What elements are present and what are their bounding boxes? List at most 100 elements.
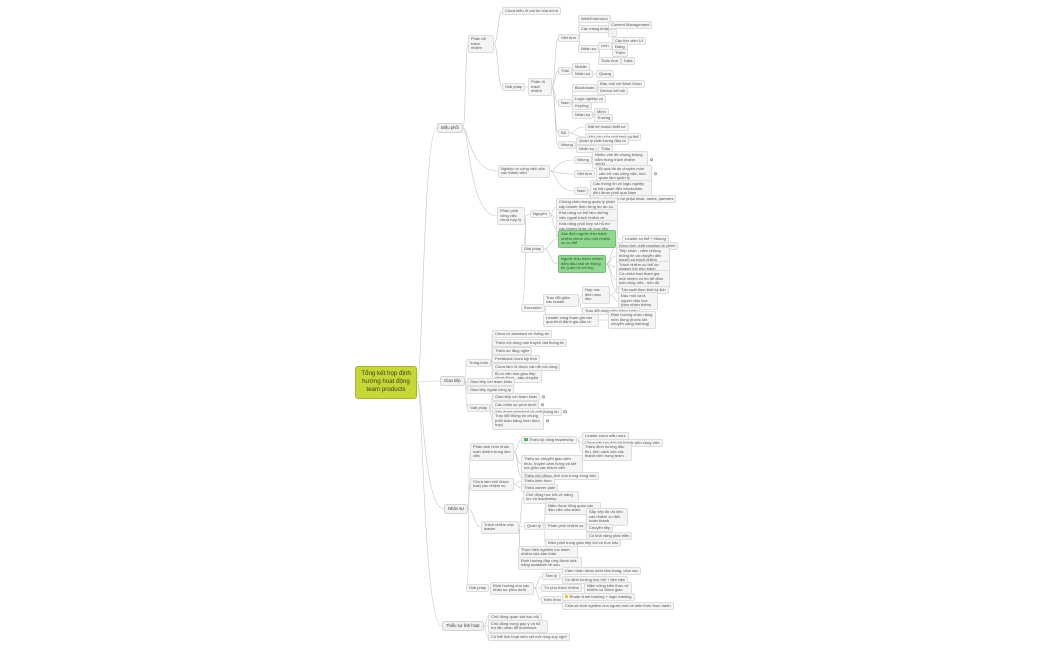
mindmap-node-n157[interactable]: Phân phối nhiệm vụ <box>545 521 587 531</box>
mindmap-node-n72[interactable]: Có nhiều bạn tham gia một nhiệm vụ thì đ… <box>616 270 670 289</box>
mindmap-node-n80[interactable]: Leader cùng tham gia vào quá trình đánh … <box>543 313 599 327</box>
mindmap-node-n33[interactable]: Device kết nối <box>597 86 629 96</box>
mindmap-node-n169[interactable]: Tự phụ trách nhiệm <box>541 583 582 593</box>
mindmap-node-b3[interactable]: Nhân sự <box>444 504 469 514</box>
mindmap-node-n100[interactable]: Giao tiếp với team khác <box>492 392 546 402</box>
mindmap-node-n76[interactable]: Họp xác định mục tiêu <box>582 286 610 305</box>
mindmap-node-n38[interactable]: Trường <box>594 113 614 123</box>
mindmap-node-n36[interactable]: Nhân sự <box>572 110 594 120</box>
node-label: Việt Anh <box>561 34 576 40</box>
mindmap-node-n44[interactable]: Nhân sự <box>576 144 598 154</box>
node-label: Phân rõ trách nhiệm <box>531 79 546 94</box>
mindmap-node-n97[interactable]: Giao tiếp với team khác <box>467 377 516 387</box>
mindmap-node-n78[interactable]: Đầu mối và là người chịu học (bàn nhiều … <box>618 292 658 311</box>
mindmap-node-n39[interactable]: BA <box>558 128 570 138</box>
mindmap-node-n11[interactable]: Chưa hiểu rõ vai trò của mình <box>502 6 561 16</box>
mindmap-node-n26[interactable]: Thái <box>558 66 572 76</box>
mindmap-node-n18[interactable]: ... <box>608 28 618 38</box>
mindmap-node-n16[interactable]: Các mảng khác <box>578 24 612 34</box>
mindmap-node-n29[interactable]: Quang <box>596 69 615 79</box>
mindmap-node-n42[interactable]: Nhung <box>558 140 576 150</box>
mindmap-node-n28[interactable]: Nhân sự <box>572 69 594 79</box>
mindmap-node-n167[interactable]: Cảm nhận được sớm tâm trạng, cảm xúc <box>562 566 642 576</box>
mindmap-node-n43[interactable]: Quản lý chất lượng đầu ra <box>576 136 629 146</box>
mindmap-node-n15[interactable]: Web/Extension <box>578 14 611 24</box>
mindmap-node-n13[interactable]: Phân rõ trách nhiệm <box>528 78 552 97</box>
mindmap-node-n51[interactable]: Nhung <box>574 155 592 165</box>
node-label: Giải pháp <box>470 404 488 410</box>
mindmap-node-n56[interactable]: Các thông tin về logic nghiệp vụ liên qu… <box>590 180 652 199</box>
node-label: Execution <box>524 304 542 310</box>
mindmap-node-n114[interactable]: Thiếu định hướng đặc thù, tính cách của … <box>582 443 632 462</box>
mindmap-node-n182[interactable]: Có thể linh hoạt xem xét mở rộng suy ngh… <box>488 632 570 642</box>
mindmap-node-n31[interactable]: Blockchain <box>572 83 598 93</box>
mindmap-node-n164[interactable]: Giải pháp <box>466 583 490 593</box>
mindmap-node-n14[interactable]: Việt Anh <box>558 33 579 43</box>
mindmap-node-n55[interactable]: Nam <box>574 186 589 196</box>
mindmap-node-n90[interactable]: Trung bình <box>466 358 492 368</box>
mindmap-node-n99[interactable]: Giải pháp <box>467 403 491 413</box>
mindmap-node-n118[interactable]: Thiếu chủ động, tích cực trong công việc <box>521 471 600 481</box>
link-icon <box>541 395 546 399</box>
mindmap-node-n181[interactable]: Chủ động trong góp ý và hỗ trợ lẫn nhau … <box>488 619 548 633</box>
mindmap-node-n171[interactable]: Kiến thức <box>541 595 565 605</box>
node-label: Mobile <box>575 63 587 69</box>
mindmap-node-n12[interactable]: Giải pháp <box>502 82 526 92</box>
mindmap-node-n24[interactable]: Tuấn Anh <box>598 56 621 66</box>
mindmap-node-n21[interactable]: Các thư viện UI <box>612 36 646 46</box>
mindmap-node-n65[interactable]: Giải pháp <box>521 244 545 254</box>
mindmap-node-n166[interactable]: Tâm lý <box>542 571 560 581</box>
mindmap-node-n68[interactable]: Người chịu trách nhiệm nắm đầu mối về th… <box>558 255 606 274</box>
mindmap-node-n35[interactable]: Keyring <box>572 101 592 111</box>
mindmap-node-n20[interactable]: Linh <box>598 41 612 51</box>
mindmap-node-n103[interactable]: Trao đổi thông tin chung (mỗi tuần bằng … <box>492 412 549 431</box>
mindmap-node-n153[interactable]: Trách nhiệm của leader <box>481 520 519 534</box>
mindmap-node-n53[interactable]: Việt Anh <box>574 169 595 179</box>
node-label: Có nhiều bạn tham gia một nhiệm vụ thì đ… <box>619 271 664 286</box>
mindmap-node-n94[interactable]: Feedback chưa kịp thời <box>492 354 540 364</box>
node-label: Nhung <box>577 156 589 162</box>
node-label: Leader cụ thể + Nhung <box>625 235 666 241</box>
mindmap-node-n10[interactable]: Phân bổ trách nhiệm <box>468 35 494 54</box>
mindmap-node-n98[interactable]: Giao tiếp ngoài công ty <box>467 385 514 395</box>
node-label: Tâm lý <box>545 572 557 578</box>
mindmap-node-b2[interactable]: Giao tiếp <box>440 376 465 386</box>
mindmap-node-n25[interactable]: Data <box>621 56 636 66</box>
mindmap-node-n60[interactable]: Phân phối công việc chưa hợp lý <box>497 207 525 226</box>
mindmap-node-n23[interactable]: Thiện <box>612 48 629 58</box>
mindmap-node-n110[interactable]: Phản ánh nhìn nhận toàn nhiệm trong làm … <box>470 443 514 462</box>
mindmap-node-n172[interactable]: Route chart training + logic training <box>562 592 635 602</box>
mindmap-node-n150[interactable]: Chưa làm chủ được toàn các nhiệm vụ <box>470 477 514 491</box>
mindmap-node-n74[interactable]: Execution <box>521 303 545 313</box>
node-label: Đặt kế hoạch thiết kế <box>588 123 626 129</box>
mindmap-node-n161[interactable]: Điều phối trong giao tiếp khi có trục tr… <box>545 538 622 548</box>
mindmap-node-n40[interactable]: Đặt kế hoạch thiết kế <box>585 122 629 132</box>
mindmap-node-n75[interactable]: Trao đổi giữa các leader <box>543 293 579 307</box>
node-label: Giải pháp <box>469 584 487 590</box>
mindmap-node-b4[interactable]: Thiếu sự linh hoạt <box>442 621 484 631</box>
mindmap-node-n50[interactable]: Nghiệp vụ công việc của các thành viên <box>498 164 550 178</box>
mindmap-node-n92[interactable]: Thiếu nội dung cần truyền đạt thông tin <box>492 338 568 348</box>
mindmap-node-n91[interactable]: Chưa có standard về thông tin <box>492 329 552 339</box>
mindmap-node-b1[interactable]: Điều phối <box>437 123 463 133</box>
mindmap-node-n111[interactable]: ✓ Thiếu kỹ năng leadership <box>521 435 577 445</box>
mindmap-node-n165[interactable]: Định hướng cho các nhân sự phía dưới <box>490 581 534 595</box>
mindmap-node-n117[interactable]: Thiếu sự chuyển giao kiến thức, truyền c… <box>521 455 583 474</box>
mindmap-node-n173[interactable]: Chia sẻ kinh nghiệm cho người mới về kiế… <box>562 601 674 611</box>
mindmap-node-n19[interactable]: Nhân sự <box>578 44 600 54</box>
mindmap-node-n93[interactable]: Thiếu sự lắng nghe <box>492 346 533 356</box>
mindmap-node-n30[interactable]: Nam <box>558 98 573 108</box>
mindmap-node-n159[interactable]: Chuyển tiếp <box>586 523 614 533</box>
node-label: Nam <box>577 187 586 193</box>
mindmap-node-n66[interactable]: Xác định người chịu trách nhiệm chính ch… <box>558 230 616 249</box>
mindmap-node-n155[interactable]: Quản lý <box>524 521 544 531</box>
node-label: Bị quá tải do chuyên môn cản trở các côn… <box>599 166 646 181</box>
mindmap-node-root[interactable]: Tổng kết họp định hướng hoạt động team p… <box>355 365 417 399</box>
mindmap-node-n17[interactable]: Content Management <box>608 20 653 30</box>
mindmap-node-n61[interactable]: Nguyên <box>530 209 550 219</box>
node-label: ... <box>611 29 615 35</box>
mindmap-node-n81[interactable]: Định hướng chức năng môn đúng (trước khi… <box>608 311 656 330</box>
node-label: Phân bổ trách nhiệm <box>471 36 486 51</box>
node-label: Quản lý <box>527 522 541 528</box>
node-label: Chủ động trong góp ý và hỗ trợ lẫn nhau … <box>491 620 541 631</box>
